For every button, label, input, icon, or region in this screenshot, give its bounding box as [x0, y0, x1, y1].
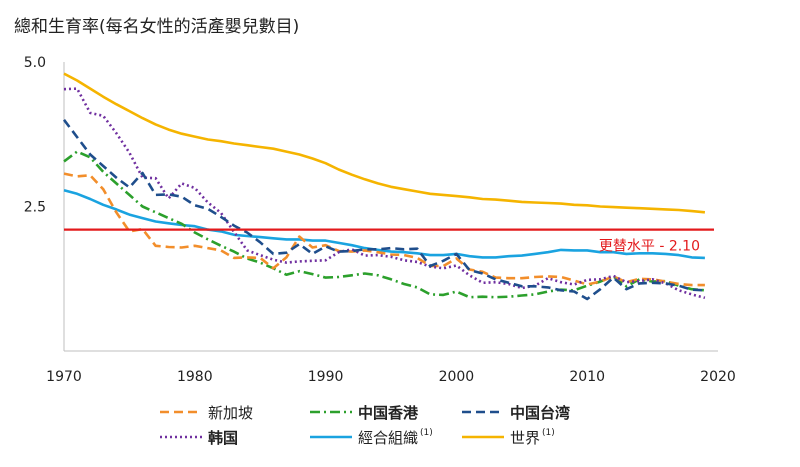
legend-name: 中国香港	[358, 404, 419, 422]
legend-note: (1)	[420, 428, 433, 438]
axes: 1970 1980 1990 2000 2010 2020 5.0 2.5	[24, 55, 736, 385]
series-line-0	[63, 172, 705, 287]
series-line-5	[63, 72, 706, 214]
legend-note: (1)	[542, 428, 555, 438]
series-lines	[62, 72, 706, 301]
y-tick-label: 5.0	[24, 55, 46, 71]
series-line-2	[62, 119, 705, 301]
x-tick-label: 2020	[700, 369, 736, 385]
legend-label-5: 世界 (1)	[510, 428, 555, 447]
legend-name: 新加坡	[208, 404, 253, 422]
replacement-level-label: 更替水平 - 2.10	[599, 239, 700, 255]
legend-label-1: 中国香港	[358, 404, 419, 422]
series-line-4	[63, 189, 705, 260]
legend-label-0: 新加坡	[208, 404, 253, 422]
legend-name: 中国台湾	[510, 404, 570, 422]
series-line-3	[63, 87, 706, 300]
x-tick-label: 1990	[308, 369, 344, 385]
legend-label-2: 中国台湾	[510, 404, 570, 422]
x-tick-label: 2010	[569, 369, 605, 385]
series-line-1	[63, 150, 706, 299]
legend-label-3: 韩国	[208, 429, 238, 447]
x-tick-label: 2000	[439, 369, 475, 385]
chart-title: 總和生育率(每名女性的活產嬰兒數目)	[14, 17, 300, 37]
y-tick-label: 2.5	[24, 200, 46, 216]
legend-name: 韩国	[208, 429, 238, 447]
replacement-level-line: 更替水平 - 2.10	[64, 228, 714, 255]
legend-name: 經合組織	[358, 429, 418, 447]
legend-label-4: 經合組織 (1)	[358, 428, 433, 447]
x-tick-label: 1970	[46, 369, 82, 385]
legend-name: 世界	[510, 429, 540, 447]
x-tick-label: 1980	[177, 369, 213, 385]
